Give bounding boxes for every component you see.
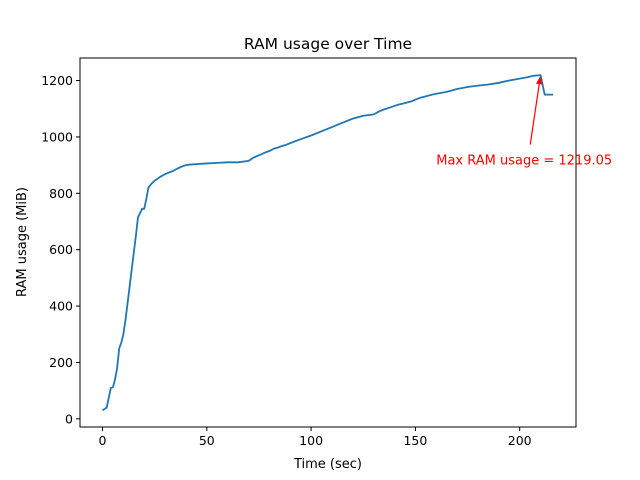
x-tick-label: 150	[403, 433, 427, 448]
y-tick-label: 600	[49, 242, 73, 257]
y-tick-label: 1200	[41, 73, 73, 88]
axes-frame	[79, 57, 577, 428]
x-tick-label: 0	[99, 433, 107, 448]
y-tick-label: 0	[65, 411, 73, 426]
y-tick-label: 800	[49, 186, 73, 201]
chart-title: RAM usage over Time	[244, 35, 412, 53]
y-tick-label: 400	[49, 299, 73, 314]
y-tick-label: 1000	[41, 129, 73, 144]
x-tick-label: 50	[199, 433, 215, 448]
x-tick-label: 100	[299, 433, 323, 448]
y-tick-label: 200	[49, 355, 73, 370]
plot-area: 0 50 100 150 200 0 200 400 600 800 1000 1200 Max RAM…	[41, 57, 612, 448]
annotation-arrow-head	[536, 76, 543, 85]
annotation-text: Max RAM usage = 1219.05	[436, 153, 612, 168]
series-line-0	[102, 74, 554, 412]
x-axis-label: Time (sec)	[293, 457, 362, 472]
annotation-arrow-line	[529, 82, 541, 145]
x-tick-label: 200	[508, 433, 532, 448]
y-axis-label: RAM usage (MiB)	[15, 187, 30, 297]
